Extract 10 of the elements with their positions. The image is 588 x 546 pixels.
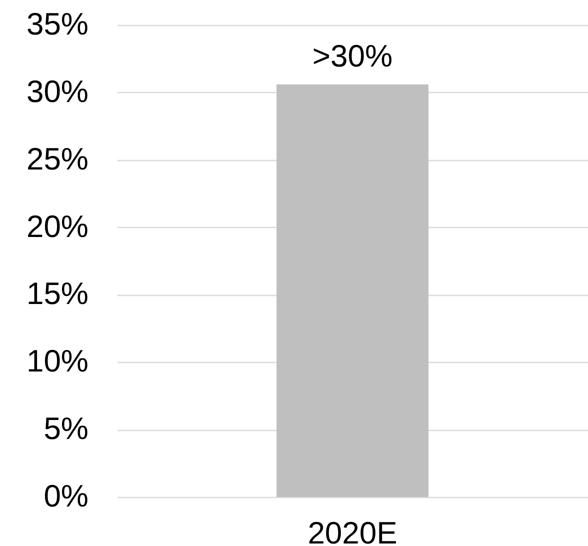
data-label: >30% xyxy=(312,38,393,74)
y-tick-label: 25% xyxy=(26,141,88,176)
y-tick-label: 30% xyxy=(26,74,88,109)
y-tick-label: 15% xyxy=(26,276,88,312)
y-tick-label: 10% xyxy=(26,344,88,379)
y-tick-label: 20% xyxy=(26,208,88,244)
y-tick-label: 0% xyxy=(44,478,88,514)
y-tick-label: 5% xyxy=(44,411,88,446)
x-tick-label: 2020E xyxy=(308,516,398,546)
y-tick-label: 35% xyxy=(26,6,88,42)
